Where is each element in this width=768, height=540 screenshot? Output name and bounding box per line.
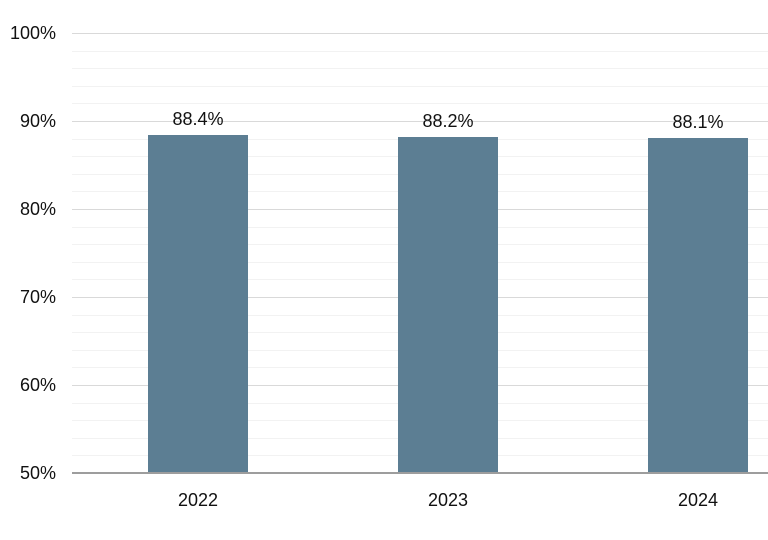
bar xyxy=(148,135,248,473)
y-tick-label: 90% xyxy=(19,111,56,131)
major-gridline xyxy=(72,121,768,122)
bar-value-label: 88.4% xyxy=(172,109,224,129)
y-tick-label: 50% xyxy=(19,463,56,483)
major-gridline xyxy=(72,33,768,34)
bar xyxy=(648,138,748,473)
minor-gridline xyxy=(72,103,768,104)
x-category-label: 2024 xyxy=(677,490,719,510)
minor-gridline xyxy=(72,86,768,87)
minor-gridline xyxy=(72,68,768,69)
x-axis-line xyxy=(72,472,768,474)
y-tick-label: 100% xyxy=(9,23,56,43)
x-category-label: 2022 xyxy=(177,490,219,510)
bar xyxy=(398,137,498,473)
y-tick-label: 70% xyxy=(19,287,56,307)
y-tick-label: 80% xyxy=(19,199,56,219)
y-tick-label: 60% xyxy=(19,375,56,395)
bar-value-label: 88.2% xyxy=(422,111,474,131)
minor-gridline xyxy=(72,51,768,52)
x-category-label: 2023 xyxy=(427,490,469,510)
bar-value-label: 88.1% xyxy=(672,112,724,132)
